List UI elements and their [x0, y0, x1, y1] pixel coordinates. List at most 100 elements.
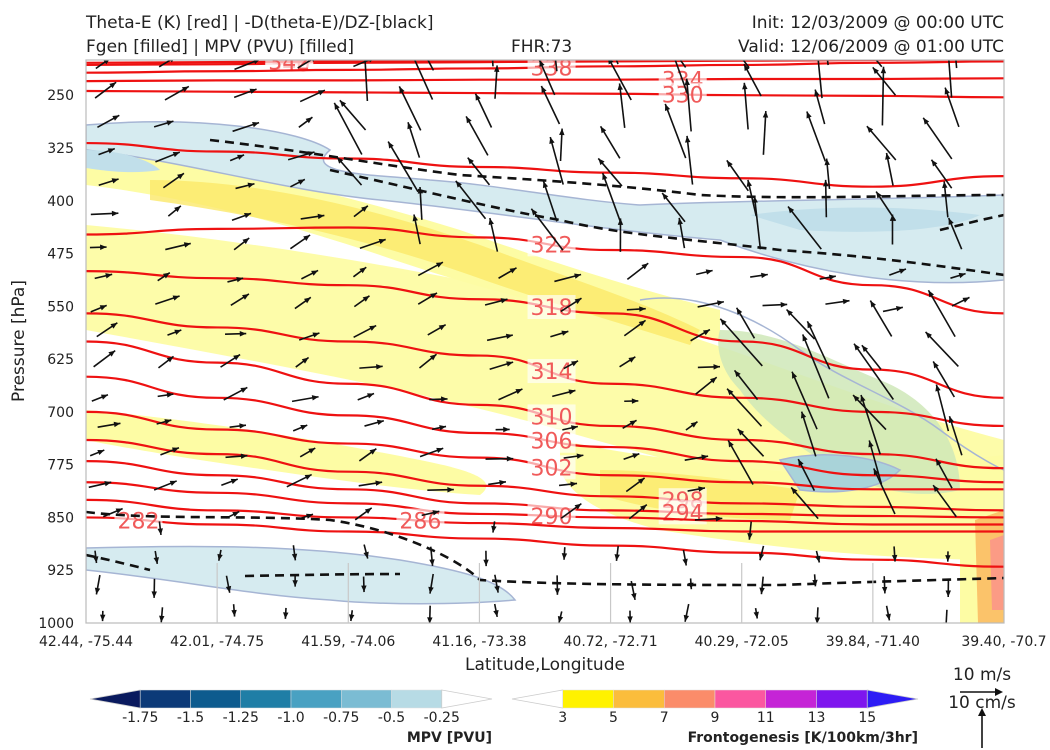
wind-vector-head — [762, 111, 769, 118]
wind-vector-head — [438, 324, 446, 331]
wind-vector-head — [493, 65, 500, 72]
colorbar-tick-label: 11 — [757, 710, 775, 726]
wind-vector — [742, 60, 750, 69]
wind-vector-head — [291, 553, 298, 561]
x-tick-label: 39.40, -70.7 — [961, 634, 1046, 650]
wind-vector-head — [230, 478, 238, 484]
wind-vector-head — [744, 64, 750, 72]
wind-vector-head — [362, 41, 367, 48]
wind-vector-head — [614, 554, 620, 561]
colorbar-tick-label: 9 — [711, 710, 720, 726]
wind-vector — [664, 103, 687, 159]
wind-vector-head — [311, 270, 319, 276]
wind-vector-head — [361, 585, 367, 593]
wind-vector-head — [115, 508, 123, 514]
wind-vector-head — [682, 558, 688, 566]
wind-vector-head — [414, 34, 419, 41]
theta-e-contour — [86, 438, 1004, 512]
wind-vector-head — [410, 51, 415, 58]
wind-vector-head — [928, 290, 935, 298]
wind-vector-head — [574, 273, 582, 279]
colorbar-cell — [290, 689, 342, 709]
wind-vector — [158, 60, 172, 68]
wind-vector-head — [428, 586, 434, 594]
wind-vector-head — [759, 587, 765, 595]
wind-vector-head — [798, 459, 804, 467]
forecast-hour: FHR:73 — [511, 37, 573, 57]
colorbar-cell — [714, 689, 766, 709]
wind-vector-head — [376, 419, 384, 426]
wind-vector-head — [300, 425, 308, 431]
wind-vector — [549, 136, 564, 185]
wind-vector-head — [942, 181, 948, 189]
mpv-fill — [718, 330, 960, 494]
ddz-contour — [244, 572, 401, 578]
wind-vector-head — [236, 276, 244, 283]
wind-vector-head — [292, 580, 298, 587]
wind-vector — [719, 318, 763, 367]
wind-vector-head — [935, 458, 942, 466]
colorbar-label: Frontogenesis [K/100km/3hr] — [688, 730, 918, 746]
wind-vector-head — [239, 331, 247, 337]
wind-vector-head — [933, 485, 940, 492]
wind-vector-head — [303, 297, 311, 304]
plot-frame — [85, 59, 1005, 624]
theta-e-contour — [86, 141, 1004, 188]
wind-vector-head — [100, 244, 107, 250]
wind-vector-head — [240, 387, 248, 393]
mpv-fill — [86, 545, 517, 605]
wind-vector-head — [166, 356, 174, 363]
y-tick-label: 925 — [47, 563, 74, 579]
wind-vector-head — [664, 103, 671, 111]
wind-vector-head — [107, 148, 115, 154]
wind-vector-head — [727, 388, 734, 396]
fgen-colorbar: 3 5 7 9 11 13 15 Frontogenesis [K/100km/3hr] — [511, 689, 919, 746]
wind-vector-head — [753, 611, 759, 619]
mpv-fill — [86, 150, 160, 173]
wind-vector — [297, 60, 313, 69]
wind-vector-head — [688, 582, 694, 590]
wind-vector-head — [157, 528, 163, 535]
theta-e-label: 314 — [531, 360, 573, 385]
wind-vector-head — [730, 42, 736, 49]
colorbar-tick-label: -1.75 — [122, 710, 158, 726]
wind-vector-head — [109, 82, 117, 89]
colorbar-tick-label: 15 — [858, 710, 876, 726]
wind-vector-head — [307, 151, 315, 157]
wind-vector-head — [151, 591, 157, 598]
wind-vector-head — [94, 587, 101, 595]
wind-vector-head — [617, 83, 623, 91]
wind-vector-head — [105, 273, 113, 279]
wind-vector-head — [814, 617, 821, 623]
wind-vector-head — [655, 25, 661, 32]
theta-e-label-bg — [527, 404, 576, 429]
wind-vector — [881, 66, 885, 126]
wind-vector-head — [297, 179, 305, 185]
colorbar-cell — [816, 689, 868, 709]
wind-vector-head — [440, 396, 448, 402]
theta-e-contour — [86, 498, 1004, 533]
wind-vector-head — [429, 354, 437, 361]
theta-e-label: 342 — [268, 51, 310, 76]
wind-vector-head — [100, 614, 106, 622]
wind-vector-head — [339, 100, 347, 107]
theta-e-label-bg — [658, 82, 707, 107]
wind-vector-head — [690, 421, 698, 428]
wind-vector-head — [866, 126, 874, 133]
y-tick-label: 400 — [47, 194, 74, 210]
theta-e-label: 310 — [531, 405, 573, 430]
wind-vector-head — [367, 393, 375, 399]
wind-vector-head — [868, 440, 874, 448]
wind-vector-head — [103, 60, 110, 65]
wind-vector — [785, 308, 816, 340]
colorbar-cell — [391, 689, 442, 709]
wind-vector-head — [726, 160, 733, 168]
wind-vector-head — [491, 525, 497, 533]
wind-vector — [948, 60, 953, 98]
wind-vector-head — [842, 298, 850, 305]
wind-vector-head — [800, 411, 807, 419]
wind-vector — [753, 196, 762, 250]
wind-vector-head — [111, 210, 119, 217]
wind-vector-head — [183, 242, 191, 248]
